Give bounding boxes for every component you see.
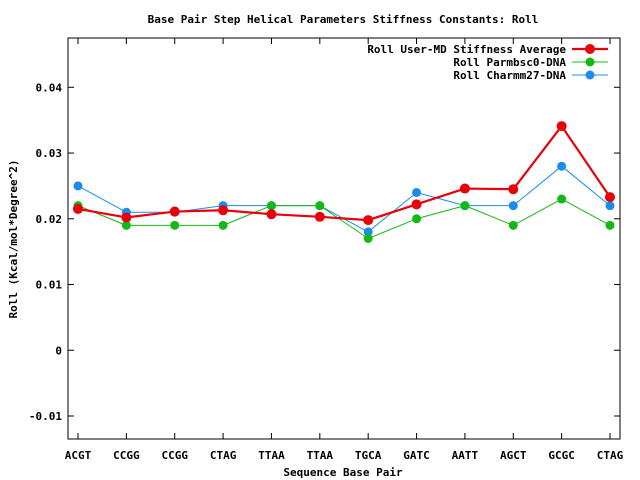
y-tick-label: 0.03 bbox=[36, 147, 63, 160]
data-point bbox=[508, 184, 519, 195]
data-point bbox=[605, 201, 615, 211]
data-point bbox=[315, 201, 325, 211]
data-point bbox=[412, 214, 422, 224]
data-point bbox=[557, 194, 567, 204]
x-tick-label: TTAA bbox=[307, 449, 334, 462]
data-point bbox=[412, 187, 422, 197]
data-point bbox=[363, 215, 374, 226]
data-point bbox=[508, 201, 518, 211]
data-point bbox=[459, 183, 470, 194]
x-tick-label: AATT bbox=[452, 449, 479, 462]
x-tick-label: CTAG bbox=[597, 449, 624, 462]
y-tick-label: 0 bbox=[55, 344, 62, 357]
legend-label: Roll User-MD Stiffness Average bbox=[367, 43, 566, 56]
x-tick-label: TTAA bbox=[258, 449, 285, 462]
data-point bbox=[508, 220, 518, 230]
legend-marker bbox=[585, 57, 595, 67]
data-point bbox=[73, 203, 83, 214]
data-point bbox=[557, 161, 567, 171]
x-tick-label: AGCT bbox=[500, 449, 527, 462]
y-axis-ticks: -0.01 0 0.01 0.02 0.03 0.04 bbox=[29, 81, 620, 423]
y-tick-label: 0.01 bbox=[36, 279, 63, 292]
y-tick-label: 0.04 bbox=[36, 81, 63, 94]
y-tick-label: -0.01 bbox=[29, 410, 62, 423]
data-point bbox=[363, 234, 373, 243]
x-axis-ticks: ACGT CCGG CCGG CTAG TTAA TTAA TGCA GATC AATT AGCT… bbox=[65, 38, 624, 462]
x-tick-label: GATC bbox=[403, 449, 430, 462]
data-point bbox=[411, 199, 422, 210]
data-point bbox=[121, 220, 131, 230]
x-tick-label: CTAG bbox=[210, 449, 237, 462]
data-point bbox=[73, 181, 83, 191]
data-point bbox=[170, 220, 180, 230]
series-2 bbox=[73, 194, 615, 243]
data-point bbox=[218, 220, 228, 230]
data-point bbox=[556, 121, 567, 132]
data-point bbox=[314, 211, 325, 222]
x-tick-label: ACGT bbox=[65, 449, 92, 462]
x-tick-label: TGCA bbox=[355, 449, 382, 462]
plot-frame bbox=[67, 37, 621, 440]
x-tick-label: CCGG bbox=[113, 449, 140, 462]
data-point bbox=[121, 212, 132, 223]
series-layer bbox=[73, 121, 615, 243]
data-point bbox=[460, 201, 470, 211]
data-point bbox=[363, 227, 373, 237]
x-axis-label: Sequence Base Pair bbox=[283, 466, 403, 479]
y-tick-label: 0.02 bbox=[36, 213, 63, 226]
x-tick-label: GCGC bbox=[548, 449, 575, 462]
series-line bbox=[77, 124, 611, 222]
series-1 bbox=[73, 121, 615, 226]
legend-label: Roll Parmbsc0-DNA bbox=[453, 56, 566, 69]
plot-area bbox=[67, 37, 621, 440]
x-tick-label: CCGG bbox=[161, 449, 188, 462]
chart-title: Base Pair Step Helical Parameters Stiffn… bbox=[148, 13, 539, 26]
data-point bbox=[266, 209, 277, 220]
legend-marker bbox=[585, 44, 595, 54]
data-point bbox=[218, 205, 229, 216]
data-point bbox=[605, 192, 615, 203]
data-point bbox=[169, 206, 180, 217]
y-axis-label: Roll (Kcal/mol*Degree^2) bbox=[7, 160, 20, 319]
legend-label: Roll Charmm27-DNA bbox=[453, 69, 566, 82]
legend-marker bbox=[585, 70, 595, 80]
data-point bbox=[266, 201, 276, 211]
series-line bbox=[77, 198, 611, 239]
data-point bbox=[605, 220, 615, 230]
